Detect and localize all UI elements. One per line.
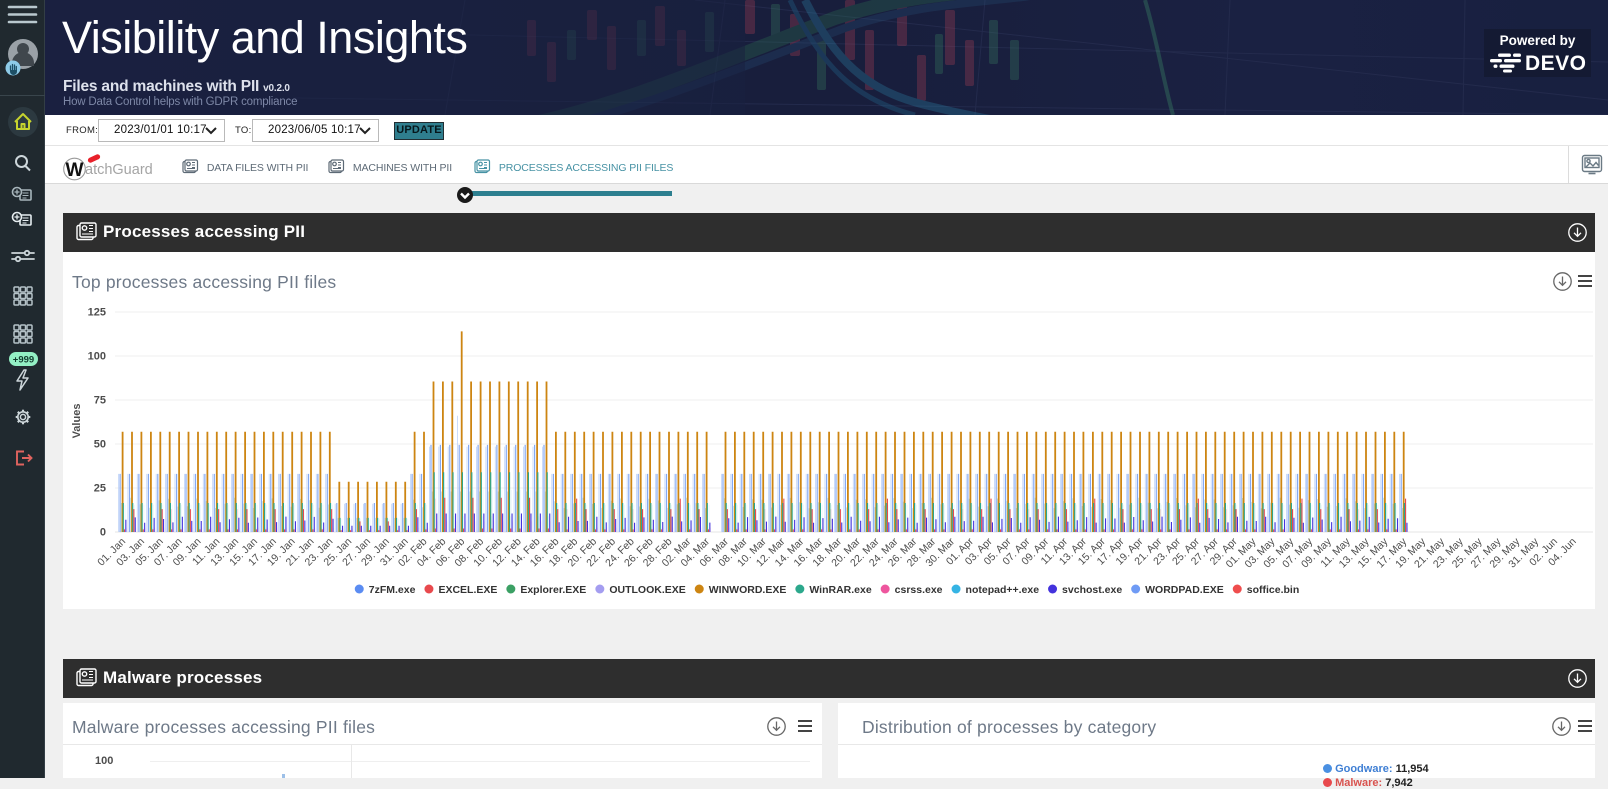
svg-text:Explorer.EXE: Explorer.EXE [520, 584, 586, 596]
svg-text:OUTLOOK.EXE: OUTLOOK.EXE [609, 584, 685, 596]
svg-text:notepad++.exe: notepad++.exe [966, 584, 1040, 596]
svg-text:soffice.bin: soffice.bin [1247, 584, 1300, 596]
svg-text:atchGuard: atchGuard [85, 162, 153, 178]
svg-text:DEVO: DEVO [1525, 52, 1587, 73]
svg-text:W: W [66, 160, 84, 181]
svg-text:125: 125 [88, 307, 106, 319]
svg-text:75: 75 [94, 395, 106, 407]
svg-text:0: 0 [100, 527, 106, 539]
svg-text:50: 50 [94, 439, 106, 451]
svg-text:svchost.exe: svchost.exe [1062, 584, 1122, 596]
svg-text:WinRAR.exe: WinRAR.exe [809, 584, 871, 596]
svg-text:+999: +999 [13, 355, 34, 366]
svg-text:100: 100 [88, 351, 106, 363]
svg-text:25: 25 [94, 483, 106, 495]
svg-text:WORDPAD.EXE: WORDPAD.EXE [1145, 584, 1224, 596]
svg-text:WINWORD.EXE: WINWORD.EXE [709, 584, 787, 596]
svg-text:7zFM.exe: 7zFM.exe [369, 584, 416, 596]
svg-text:csrss.exe: csrss.exe [895, 584, 943, 596]
svg-text:EXCEL.EXE: EXCEL.EXE [438, 584, 497, 596]
svg-text:Values: Values [71, 404, 83, 439]
